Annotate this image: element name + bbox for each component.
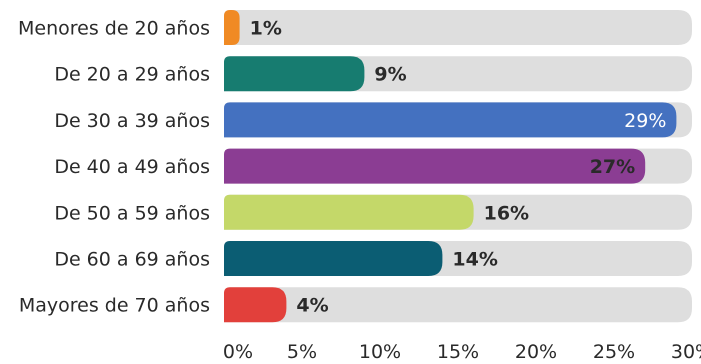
category-label: De 60 a 69 años	[54, 249, 210, 271]
value-label: 9%	[374, 64, 406, 86]
x-tick-label: 5%	[287, 341, 317, 363]
bar-track	[224, 10, 692, 45]
bar-track	[224, 287, 692, 323]
bar	[224, 241, 443, 276]
category-label: De 40 a 49 años	[54, 156, 210, 178]
bar	[224, 10, 240, 45]
category-label: De 50 a 59 años	[54, 202, 210, 224]
bar	[224, 287, 287, 323]
category-label: Menores de 20 años	[18, 18, 210, 40]
x-tick-label: 0%	[223, 341, 253, 363]
bar	[224, 194, 474, 230]
x-tick-label: 20%	[515, 341, 557, 363]
value-label: 4%	[296, 295, 328, 317]
category-label: De 20 a 29 años	[54, 64, 210, 86]
value-label: 29%	[624, 110, 666, 132]
value-labels: 1% 9% 29% 27% 16% 14% 4%	[250, 18, 667, 317]
bar	[224, 102, 677, 138]
value-label: 1%	[250, 18, 282, 40]
category-label: De 30 a 39 años	[54, 110, 210, 132]
x-tick-label: 15%	[437, 341, 479, 363]
value-label: 16%	[484, 202, 529, 224]
bars	[224, 10, 677, 323]
x-tick-label: 10%	[359, 341, 401, 363]
bar	[224, 56, 365, 92]
value-label: 14%	[452, 249, 497, 271]
bar	[224, 148, 646, 184]
category-labels: Menores de 20 años De 20 a 29 años De 30 a…	[18, 18, 210, 317]
x-axis-ticks: 0% 5% 10% 15% 20% 25% 30%	[223, 341, 701, 363]
category-label: Mayores de 70 años	[19, 295, 210, 317]
x-tick-label: 30%	[671, 341, 701, 363]
x-tick-label: 25%	[593, 341, 635, 363]
value-label: 27%	[590, 156, 635, 178]
